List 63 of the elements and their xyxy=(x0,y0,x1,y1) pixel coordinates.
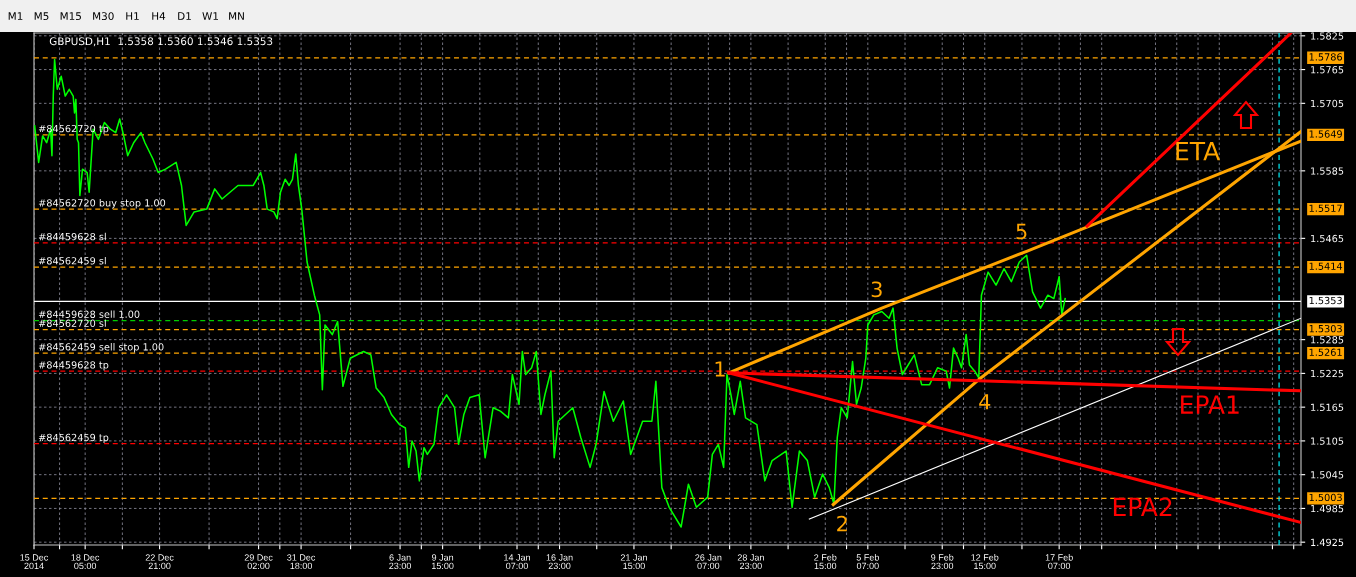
y-tick-label: 1.5585 xyxy=(1311,167,1344,175)
y-tick-label: 1.5105 xyxy=(1311,437,1344,445)
y-tick-label: 1.5045 xyxy=(1311,471,1344,479)
y-tick-label: 1.5225 xyxy=(1311,369,1344,378)
text: H4 xyxy=(152,12,166,20)
ref-line-label: 1.5414 xyxy=(1309,262,1343,270)
annotation: EPA1 xyxy=(1181,395,1239,414)
annotation: #84562459 sl xyxy=(38,256,106,265)
ref-line-label: 1.5303 xyxy=(1309,324,1342,333)
annotation: #84562720 buy stop 1.00 xyxy=(38,199,166,209)
x-tick-label: 5 Feb 07:00 xyxy=(856,554,879,570)
x-tick-label: 21 Jan 15:00 xyxy=(620,554,647,570)
annotation: 2 xyxy=(837,515,847,532)
annotation: 1 xyxy=(715,361,725,377)
x-tick-label: 22 Dec 21:00 xyxy=(145,554,174,570)
annotation: #84459628 sell 1.00 xyxy=(38,310,140,318)
chart-title: GBPUSD,H1 1.5358 1.5360 1.5346 1.5353 xyxy=(49,37,273,47)
x-tick-label: 18 Dec 05:00 xyxy=(71,554,100,570)
ref-line-label: 1.5261 xyxy=(1309,348,1342,356)
annotation: ETA xyxy=(1176,141,1221,161)
x-tick-label: 6 Jan 23:00 xyxy=(389,554,412,570)
annotation: 5 xyxy=(1016,223,1027,240)
x-tick-label: 28 Jan 23:00 xyxy=(737,554,764,570)
annotation: #84459628 tp xyxy=(38,361,109,371)
annotation: 4 xyxy=(979,394,991,410)
x-tick-label: 9 Feb 23:00 xyxy=(931,554,954,570)
x-tick-label: 29 Dec 02:00 xyxy=(244,554,273,570)
y-tick-label: 1.4925 xyxy=(1311,538,1344,547)
x-tick-label: 14 Jan 07:00 xyxy=(504,554,530,570)
text: M5 xyxy=(34,12,49,21)
x-tick-label: 2 Feb 15:00 xyxy=(814,554,837,570)
y-tick-label: 1.5165 xyxy=(1311,403,1344,411)
annotation: #84459628 sl xyxy=(38,232,106,241)
text: D1 xyxy=(178,12,191,20)
text: M1 xyxy=(8,12,23,20)
text: H1 xyxy=(126,12,139,20)
x-tick-label: 31 Dec 18:00 xyxy=(287,554,316,570)
x-tick-label: 15 Dec 2014 xyxy=(20,554,49,570)
annotation: 3 xyxy=(871,281,882,298)
x-tick-label: 26 Jan 07:00 xyxy=(695,554,722,570)
ref-line-label: 1.5517 xyxy=(1309,204,1342,212)
annotation: EPA2 xyxy=(1113,497,1172,517)
y-tick-label: 1.5285 xyxy=(1311,336,1344,344)
x-tick-label: 17 Feb 07:00 xyxy=(1045,554,1073,570)
y-tick-label: 1.4985 xyxy=(1311,504,1344,513)
ref-line-label: 1.5353 xyxy=(1309,296,1342,305)
x-tick-label: 12 Feb 15:00 xyxy=(971,554,999,570)
y-tick-label: 1.5705 xyxy=(1311,99,1344,108)
ref-line-label: 1.5649 xyxy=(1309,130,1342,138)
text: M30 xyxy=(93,12,114,21)
text: M15 xyxy=(60,12,81,21)
annotation: #84562459 sell stop 1.00 xyxy=(38,343,164,353)
annotation: #84562720 sl xyxy=(38,319,106,327)
y-tick-label: 1.5465 xyxy=(1311,234,1344,243)
x-tick-label: 9 Jan 15:00 xyxy=(431,554,454,570)
ref-line-label: 1.5786 xyxy=(1309,53,1343,61)
text: MN xyxy=(229,12,244,20)
x-tick-label: 16 Jan 23:00 xyxy=(546,554,573,570)
y-tick-label: 1.5825 xyxy=(1311,32,1344,40)
ref-line-label: 1.5003 xyxy=(1309,493,1342,502)
annotation: #84562459 tp xyxy=(38,433,109,444)
y-tick-label: 1.5765 xyxy=(1311,66,1344,74)
text: W1 xyxy=(202,12,218,20)
